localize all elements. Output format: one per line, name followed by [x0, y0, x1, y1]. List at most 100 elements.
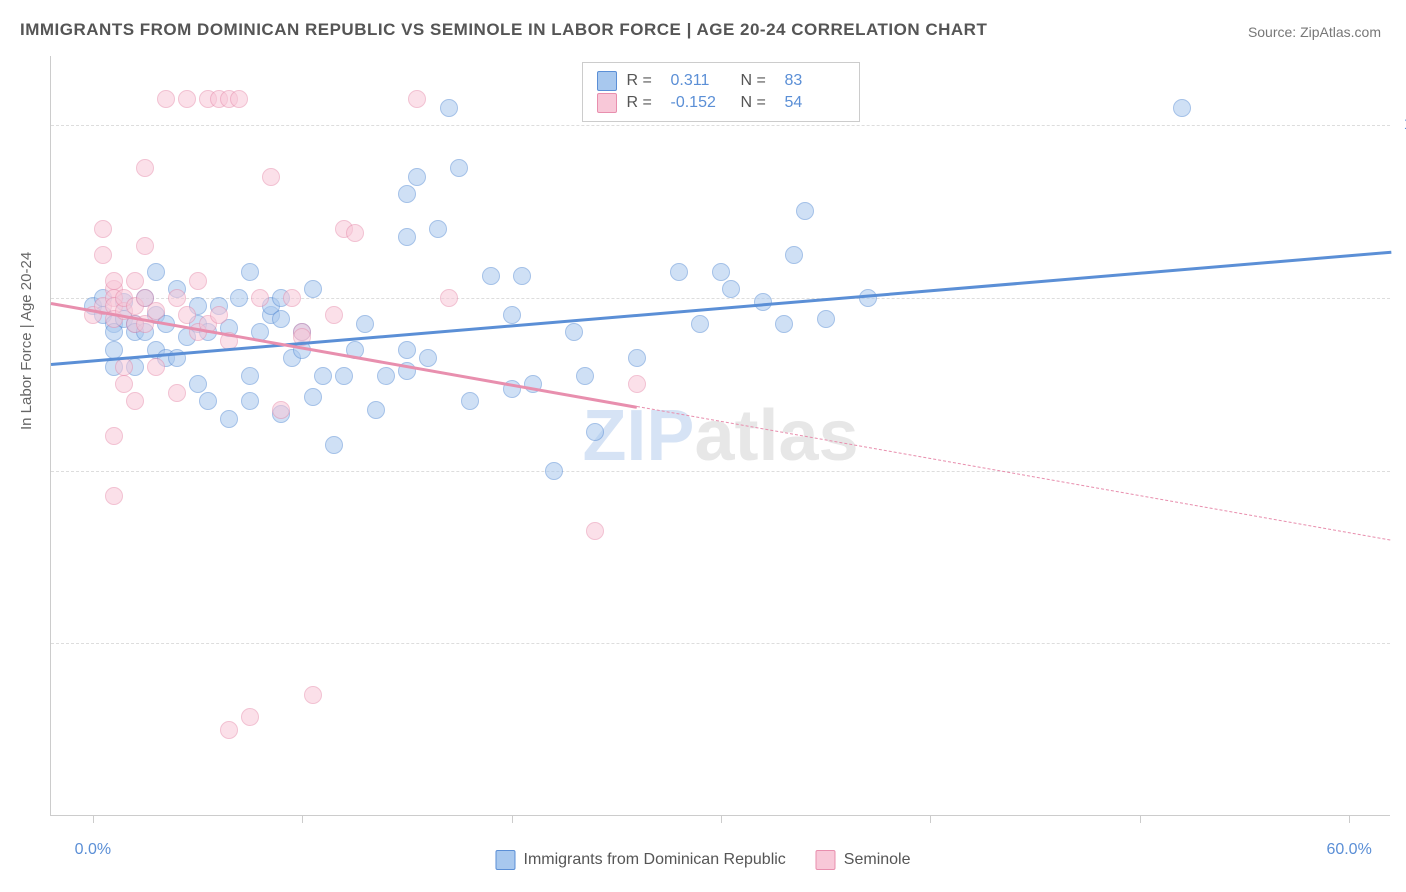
data-point [314, 367, 332, 385]
data-point [178, 90, 196, 108]
data-point [304, 280, 322, 298]
data-point [722, 280, 740, 298]
x-tick [930, 815, 931, 823]
data-point [199, 392, 217, 410]
data-point [241, 708, 259, 726]
data-point [304, 388, 322, 406]
data-point [785, 246, 803, 264]
data-point [408, 90, 426, 108]
swatch-pink-icon [597, 93, 617, 113]
gridline [51, 471, 1390, 472]
y-axis-label: In Labor Force | Age 20-24 [18, 252, 35, 430]
data-point [105, 341, 123, 359]
data-point [325, 306, 343, 324]
data-point [136, 159, 154, 177]
data-point [576, 367, 594, 385]
data-point [398, 228, 416, 246]
data-point [94, 246, 112, 264]
data-point [325, 436, 343, 454]
data-point [817, 310, 835, 328]
data-point [482, 267, 500, 285]
data-point [367, 401, 385, 419]
data-point [136, 237, 154, 255]
gridline [51, 643, 1390, 644]
x-tick [721, 815, 722, 823]
chart-title: IMMIGRANTS FROM DOMINICAN REPUBLIC VS SE… [20, 20, 987, 40]
data-point [419, 349, 437, 367]
r-label: R = [627, 72, 661, 90]
data-point [105, 427, 123, 445]
data-point [272, 310, 290, 328]
r-label: R = [627, 94, 661, 112]
r-value-blue: 0.311 [671, 72, 731, 90]
swatch-blue-icon [495, 850, 515, 870]
x-tick [93, 815, 94, 823]
data-point [230, 289, 248, 307]
data-point [105, 272, 123, 290]
data-point [440, 289, 458, 307]
legend-label-pink: Seminole [844, 851, 911, 869]
data-point [335, 367, 353, 385]
data-point [189, 272, 207, 290]
data-point [168, 289, 186, 307]
data-point [461, 392, 479, 410]
data-point [178, 306, 196, 324]
x-tick [512, 815, 513, 823]
data-point [251, 289, 269, 307]
data-point [220, 721, 238, 739]
data-point [126, 392, 144, 410]
x-tick-label: 0.0% [75, 841, 111, 859]
r-value-pink: -0.152 [671, 94, 731, 112]
data-point [670, 263, 688, 281]
x-tick [302, 815, 303, 823]
data-point [94, 220, 112, 238]
data-point [126, 272, 144, 290]
legend-item-pink: Seminole [816, 850, 911, 870]
data-point [691, 315, 709, 333]
data-point [398, 185, 416, 203]
legend-item-blue: Immigrants from Dominican Republic [495, 850, 785, 870]
data-point [105, 487, 123, 505]
data-point [115, 375, 133, 393]
data-point [586, 423, 604, 441]
data-point [157, 90, 175, 108]
watermark-suffix: atlas [694, 396, 858, 476]
n-label: N = [741, 72, 775, 90]
data-point [586, 522, 604, 540]
n-value-blue: 83 [785, 72, 845, 90]
data-point [503, 306, 521, 324]
x-tick [1349, 815, 1350, 823]
legend-row-blue: R = 0.311 N = 83 [597, 71, 845, 91]
data-point [775, 315, 793, 333]
data-point [859, 289, 877, 307]
series-legend: Immigrants from Dominican Republic Semin… [495, 850, 910, 870]
data-point [262, 168, 280, 186]
data-point [241, 392, 259, 410]
data-point [545, 462, 563, 480]
data-point [450, 159, 468, 177]
data-point [241, 367, 259, 385]
x-tick-label: 60.0% [1326, 841, 1371, 859]
data-point [241, 263, 259, 281]
source-attribution: Source: ZipAtlas.com [1248, 24, 1381, 40]
data-point [346, 224, 364, 242]
data-point [440, 99, 458, 117]
data-point [147, 263, 165, 281]
legend-row-pink: R = -0.152 N = 54 [597, 93, 845, 113]
data-point [147, 358, 165, 376]
x-tick [1140, 815, 1141, 823]
data-point [283, 289, 301, 307]
correlation-legend: R = 0.311 N = 83 R = -0.152 N = 54 [582, 62, 860, 122]
data-point [189, 375, 207, 393]
trend-line-extrapolated [637, 406, 1391, 541]
data-point [796, 202, 814, 220]
gridline [51, 125, 1390, 126]
data-point [628, 375, 646, 393]
data-point [398, 341, 416, 359]
data-point [565, 323, 583, 341]
swatch-pink-icon [816, 850, 836, 870]
legend-label-blue: Immigrants from Dominican Republic [523, 851, 785, 869]
data-point [210, 306, 228, 324]
n-label: N = [741, 94, 775, 112]
data-point [513, 267, 531, 285]
